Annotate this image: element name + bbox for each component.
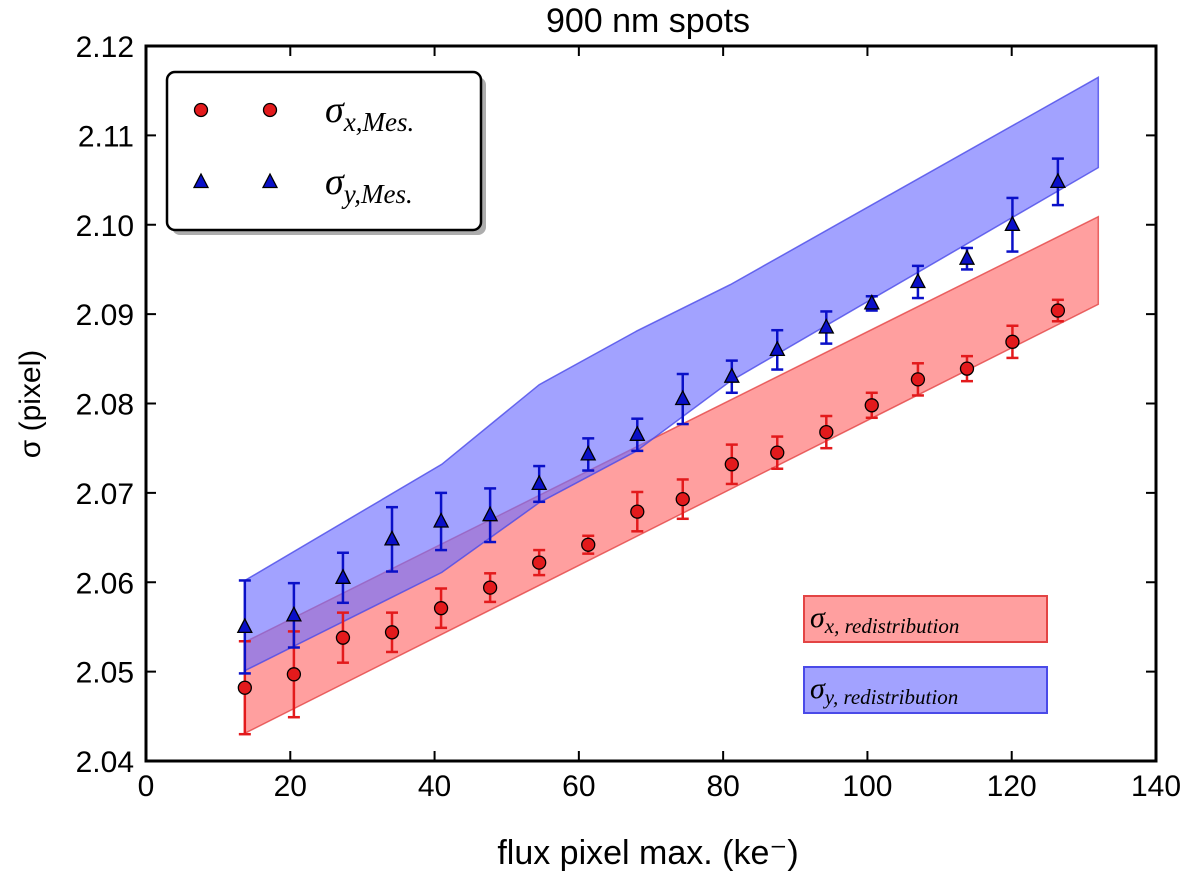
x-axis: 0 20 40 60 80 100 120 140 <box>138 46 1181 803</box>
point-sigma-y-3 <box>383 529 401 546</box>
point-sigma-y-8 <box>629 425 646 441</box>
point-sigma-y-14 <box>909 272 926 289</box>
x-axis-label: flux pixel max. (ke⁻) <box>497 834 798 872</box>
band-labels: σx, redistribution σy, redistribution <box>803 595 1048 714</box>
legend-marker-sigma-y-0 <box>192 172 210 189</box>
x-tick-label-5: 100 <box>842 770 892 803</box>
point-sigma-y-10 <box>723 367 740 383</box>
point-sigma-y-0 <box>236 617 253 634</box>
y-tick-label-3: 2.07 <box>76 478 134 511</box>
legend-marker-sigma-x-1 <box>262 102 278 118</box>
point-sigma-y-1 <box>285 605 302 622</box>
legend-marker-sigma-y-1 <box>261 172 279 189</box>
point-sigma-y-6 <box>531 474 548 491</box>
chart-title: 900 nm spots <box>546 2 750 40</box>
point-sigma-x-16 <box>1005 334 1020 349</box>
point-sigma-x-6 <box>532 555 547 570</box>
x-tick-label-6: 120 <box>987 770 1037 803</box>
legend-label-sigma-y: σy,Mes. <box>325 161 413 209</box>
y-tick-label-7: 2.11 <box>78 120 134 153</box>
point-sigma-y-16 <box>1004 215 1021 231</box>
data-markers <box>236 172 1066 695</box>
y-axis-label: σ (pixel) <box>14 350 47 459</box>
x-tick-label-7: 140 <box>1131 770 1181 803</box>
y-tick-label-8: 2.12 <box>76 31 134 64</box>
point-sigma-x-9 <box>675 491 690 507</box>
y-tick-label-1: 2.05 <box>76 657 134 690</box>
x-tick-label-0: 0 <box>138 770 155 803</box>
band-label-sigma-y: σy, redistribution <box>810 672 958 709</box>
y-tick-label-4: 2.08 <box>76 389 134 422</box>
error-bars <box>238 157 1064 736</box>
legend-label-sigma-x: σx,Mes. <box>325 89 414 137</box>
y-tick-label-2: 2.06 <box>76 567 134 600</box>
point-sigma-x-2 <box>335 630 351 645</box>
band-label-sigma-x: σx, redistribution <box>810 601 959 638</box>
point-sigma-y-9 <box>674 389 691 406</box>
point-sigma-x-14 <box>910 372 926 387</box>
x-tick-label-4: 80 <box>706 770 739 803</box>
point-sigma-x-3 <box>384 625 400 640</box>
point-sigma-y-5 <box>482 505 499 522</box>
point-sigma-x-12 <box>819 424 834 440</box>
band-y-redistribution <box>244 76 1100 672</box>
y-tick-label-6: 2.10 <box>76 210 134 243</box>
point-sigma-x-5 <box>482 580 498 595</box>
point-sigma-x-7 <box>581 537 596 552</box>
point-sigma-x-13 <box>864 398 879 413</box>
point-sigma-x-8 <box>630 504 645 519</box>
point-sigma-x-4 <box>433 601 449 616</box>
point-sigma-y-11 <box>769 340 786 357</box>
legend: σx,Mes. σy,Mes. <box>165 70 486 235</box>
point-sigma-x-15 <box>959 361 975 376</box>
legend-box <box>165 70 483 232</box>
point-sigma-x-10 <box>724 457 739 472</box>
point-sigma-y-7 <box>580 444 597 461</box>
band-label-box-y <box>803 666 1048 714</box>
y-tick-label-5: 2.09 <box>76 299 134 332</box>
redistribution-bands <box>244 76 1100 735</box>
x-tick-label-1: 20 <box>274 770 307 803</box>
point-sigma-y-13 <box>863 293 880 310</box>
y-axis: 2.04 2.05 2.06 2.07 2.08 2.09 2.10 2.11 2.12 <box>76 31 1156 779</box>
point-sigma-y-12 <box>818 318 835 334</box>
point-sigma-y-2 <box>334 568 352 584</box>
point-sigma-x-0 <box>237 680 252 695</box>
legend-marker-sigma-x-0 <box>193 102 209 118</box>
band-label-box-x <box>803 595 1048 643</box>
point-sigma-x-1 <box>286 667 302 682</box>
point-sigma-y-4 <box>433 512 450 528</box>
point-sigma-y-15 <box>958 249 976 265</box>
point-sigma-x-11 <box>770 445 785 460</box>
x-tick-label-3: 60 <box>562 770 595 803</box>
point-sigma-x-17 <box>1050 303 1066 318</box>
point-sigma-y-17 <box>1049 172 1066 189</box>
y-tick-label-0: 2.04 <box>76 746 134 779</box>
x-tick-label-2: 40 <box>418 770 451 803</box>
